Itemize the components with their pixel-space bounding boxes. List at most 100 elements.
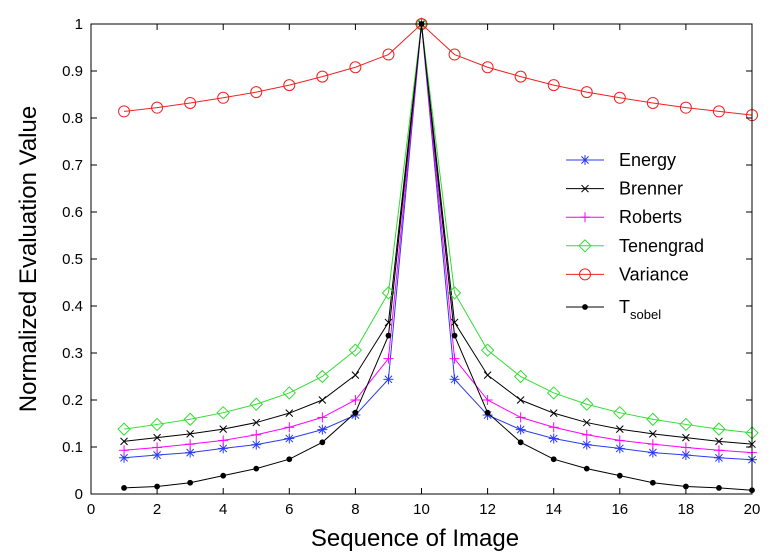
data-point [649,479,656,486]
series-tenengrad [117,17,759,440]
data-point [251,439,262,450]
legend-label: Tenengrad [619,236,704,256]
data-point [483,371,492,379]
y-tick-label: 0.1 [62,439,83,456]
data-point [680,442,691,453]
data-point [382,48,395,61]
data-point [548,433,559,444]
data-point [251,429,262,440]
data-point [253,465,260,472]
data-point [218,443,229,454]
y-axis-title: Normalized Evaluation Value [15,106,42,412]
legend-item-tenengrad: Tenengrad [566,236,704,256]
data-point [383,353,394,364]
legend-label-subscript: sobel [630,307,661,322]
data-point [451,332,458,339]
data-point [484,409,491,416]
x-tick-label: 12 [479,501,496,518]
series-tsobel [121,21,755,494]
data-point [384,318,393,327]
legend-swatch-marker [580,155,590,165]
data-point [614,443,625,454]
data-point [284,422,295,433]
data-point [713,445,724,456]
legend-label-main: Variance [619,264,689,284]
series-brenner [120,20,756,449]
series-line [124,23,753,454]
data-point [547,79,560,92]
y-tick-label: 0.2 [62,392,83,409]
data-point [648,429,657,438]
data-point [385,332,392,339]
data-point [515,424,526,435]
y-tick-label: 0.4 [62,298,83,315]
data-point [315,369,330,384]
data-point [383,374,394,385]
data-point [317,412,328,423]
series-layer [117,17,759,494]
data-point [646,412,660,426]
data-point [448,48,461,61]
data-point [185,447,196,458]
data-point [217,91,230,104]
data-point [647,439,658,450]
data-point [516,396,525,404]
data-point [349,61,362,74]
legend-label: Brenner [619,179,683,199]
data-point [318,396,327,404]
data-point [151,101,164,114]
data-point [447,286,462,300]
y-tick-label: 1 [75,16,83,33]
data-point [252,418,261,427]
data-point [613,91,626,104]
y-tick-label: 0.6 [62,204,83,221]
data-point [449,353,460,364]
legend-label: Energy [619,150,676,170]
data-point [715,437,723,446]
data-point [580,397,594,411]
data-point [118,105,131,118]
data-point [186,429,195,438]
data-point [351,371,360,379]
data-point [121,484,127,491]
data-point [183,412,197,426]
y-tick-label: 0 [75,486,83,503]
data-point [679,417,693,432]
legend-label: Variance [619,264,689,284]
plot-area [91,24,752,494]
y-tick-label: 0.8 [62,110,83,127]
x-tick-label: 10 [413,501,430,518]
legend-label-main: Tenengrad [619,236,704,256]
data-point [515,412,526,423]
data-point [317,424,328,435]
data-point [185,439,196,450]
data-point [219,425,228,433]
x-tick-label: 2 [153,501,161,518]
data-point [480,343,495,357]
data-point [582,418,591,427]
data-point [713,452,724,463]
data-point [580,86,593,99]
y-tick-label: 0.3 [62,345,83,362]
data-point [250,86,263,99]
data-point [152,442,163,453]
data-point [581,429,592,440]
data-point [482,395,493,405]
data-point [119,445,130,456]
legend-swatch-marker [581,184,589,193]
data-point [319,439,326,446]
data-point [316,70,329,83]
legend-swatch-marker [580,212,590,223]
x-tick-label: 16 [611,501,628,518]
data-point [517,439,524,446]
x-tick-label: 4 [219,501,227,518]
data-point [283,79,296,92]
x-tick-label: 20 [744,501,761,518]
data-point [513,369,528,384]
x-axis-title: Sequence of Image [311,525,519,552]
data-point [546,386,561,400]
legend-label: Roberts [619,207,682,227]
data-point [583,465,590,472]
x-tick-label: 18 [678,501,695,518]
